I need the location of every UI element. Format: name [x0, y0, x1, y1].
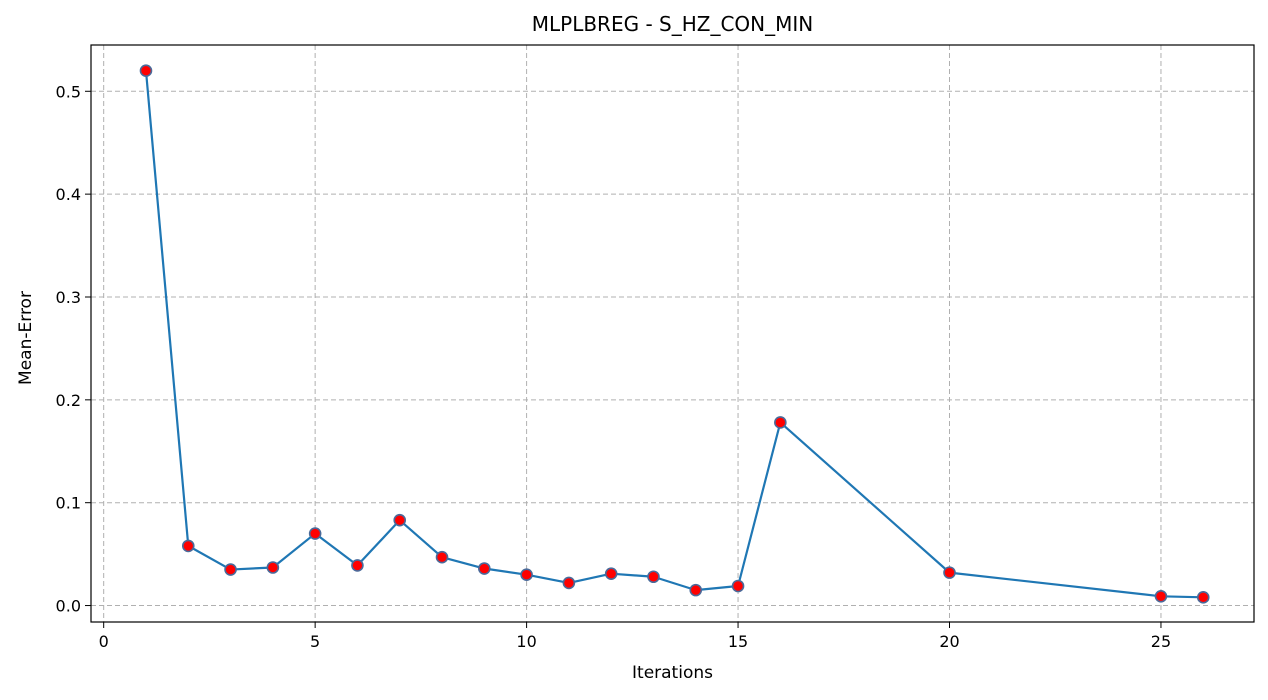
x-tick-label: 0	[99, 632, 109, 651]
axis-ticks: 0 5 10 15 20 25 0.0 0.1 0.2 0.3 0.4 0.5	[56, 82, 1172, 651]
data-point	[181, 539, 195, 553]
x-tick-label: 5	[310, 632, 320, 651]
data-point	[393, 513, 407, 527]
data-point	[139, 64, 153, 78]
y-tick-label: 0.0	[56, 597, 81, 616]
series-line	[144, 70, 1204, 599]
y-axis-label: Mean-Error	[16, 291, 36, 385]
data-point	[774, 416, 787, 429]
x-tick-label: 10	[516, 632, 536, 651]
data-point	[266, 561, 280, 574]
data-points	[139, 64, 1210, 604]
plot-area-frame	[90, 44, 1255, 623]
x-axis-label: Iterations	[632, 663, 713, 683]
data-point	[224, 563, 237, 576]
grid-lines	[91, 45, 1254, 622]
y-tick-label: 0.2	[56, 391, 81, 410]
y-tick-label: 0.4	[56, 185, 81, 204]
data-point	[647, 570, 660, 584]
y-tick-label: 0.5	[56, 82, 81, 101]
x-tick-label: 25	[1151, 632, 1171, 651]
data-point	[689, 583, 703, 597]
data-point	[731, 579, 745, 593]
data-point	[943, 566, 956, 579]
y-tick-label: 0.1	[56, 494, 81, 513]
data-point	[435, 550, 449, 564]
data-point	[1196, 591, 1210, 604]
data-point	[308, 527, 322, 540]
chart-title: MLPLBREG - S_HZ_CON_MIN	[531, 12, 814, 36]
y-tick-label: 0.3	[56, 288, 81, 307]
x-tick-label: 15	[728, 632, 748, 651]
x-tick-label: 20	[939, 632, 959, 651]
data-point	[562, 576, 576, 590]
data-point	[1154, 589, 1168, 603]
data-point	[478, 562, 491, 575]
data-point	[604, 567, 618, 580]
series-line-layer	[144, 70, 1204, 599]
data-point	[351, 559, 364, 572]
data-point	[520, 568, 533, 581]
